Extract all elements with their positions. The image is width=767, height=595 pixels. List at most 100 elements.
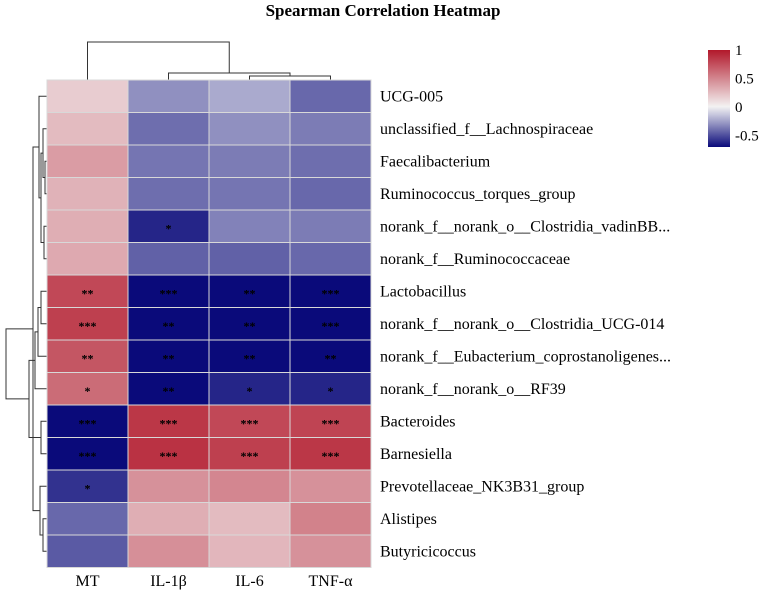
heatmap-cell [46, 177, 129, 211]
row-label: norank_f__norank_o__Clostridia_vadinBB..… [380, 218, 670, 235]
heatmap-cell [289, 372, 372, 406]
heatmap-cell [127, 112, 210, 146]
heatmap-cell [289, 307, 372, 341]
heatmap-cell [289, 469, 372, 503]
heatmap-cell [208, 372, 291, 406]
significance-mark: * [247, 384, 253, 398]
dendrogram-branch [87, 41, 230, 80]
significance-mark: *** [79, 319, 97, 333]
significance-mark: ** [82, 286, 94, 300]
row-label: Alistipes [380, 511, 437, 528]
significance-mark: ** [163, 319, 175, 333]
significance-mark: *** [160, 416, 178, 430]
heatmap-cell [289, 177, 372, 211]
significance-mark: ** [82, 351, 94, 365]
heatmap-cell [289, 339, 372, 373]
column-dendrogram [87, 41, 331, 80]
heatmap-cell [208, 502, 291, 536]
row-label: norank_f__norank_o__RF39 [380, 381, 566, 398]
row-label: Butyricicoccus [380, 543, 476, 560]
row-label: unclassified_f__Lachnospiraceae [380, 121, 593, 138]
row-label: Ruminococcus_torques_group [380, 186, 576, 203]
heatmap-cell [46, 307, 129, 341]
dendrogram-branch [40, 420, 47, 455]
heatmap-cell [127, 177, 210, 211]
heatmap-cell [208, 437, 291, 471]
significance-mark: * [85, 481, 91, 495]
heatmap-grid: *** *** ** ****** ** ** ***** ** ** *** ** * **** ***… [46, 79, 372, 568]
column-label: MT [76, 573, 100, 590]
row-label: Barnesiella [380, 446, 452, 463]
row-label: Faecalibacterium [380, 153, 491, 170]
heatmap-cell [208, 79, 291, 113]
heatmap-cell [127, 372, 210, 406]
heatmap-cell [208, 469, 291, 503]
chart-title: Spearman Correlation Heatmap [266, 1, 501, 20]
heatmap-cell [208, 242, 291, 276]
significance-mark: *** [241, 416, 259, 430]
dendrogram-branch [5, 328, 33, 400]
heatmap-cell [127, 339, 210, 373]
row-label: norank_f__norank_o__Clostridia_UCG-014 [380, 316, 664, 333]
dendrogram-branch [249, 75, 331, 80]
heatmap-cell [46, 144, 129, 178]
heatmap-cell [127, 404, 210, 438]
significance-mark: *** [322, 416, 340, 430]
column-label: IL-1β [150, 573, 187, 590]
color-legend: 1 0.5 0 -0.5 [708, 43, 759, 147]
row-label: Prevotellaceae_NK3B31_group [380, 478, 584, 495]
legend-tick-label: -0.5 [735, 129, 759, 145]
heatmap-cell [46, 79, 129, 113]
significance-mark: *** [322, 319, 340, 333]
heatmap-cell [289, 404, 372, 438]
significance-mark: ** [163, 384, 175, 398]
heatmap-cell [289, 437, 372, 471]
significance-mark: * [328, 384, 334, 398]
heatmap-cell [289, 209, 372, 243]
heatmap-cell [46, 437, 129, 471]
heatmap-cell [208, 144, 291, 178]
row-labels: UCG-005 unclassified_f__Lachnospiraceae Fa… [380, 88, 671, 560]
heatmap-cell [127, 242, 210, 276]
legend-colorbar [708, 50, 730, 147]
heatmap-cell [208, 534, 291, 568]
significance-mark: ** [325, 351, 337, 365]
heatmap-cell [46, 112, 129, 146]
significance-mark: * [85, 384, 91, 398]
column-labels: MT IL-1β IL-6 TNF-α [76, 573, 354, 590]
heatmap-cell [208, 209, 291, 243]
significance-mark: ** [244, 286, 256, 300]
row-label: norank_f__Eubacterium_coprostanoligenes.… [380, 348, 671, 365]
heatmap-cell [289, 144, 372, 178]
dendrogram-branch [37, 307, 47, 357]
significance-mark: *** [160, 286, 178, 300]
row-label: Lactobacillus [380, 283, 466, 300]
dendrogram-branch [42, 518, 47, 552]
heatmap-cell [127, 79, 210, 113]
dendrogram-branch [40, 290, 47, 325]
legend-tick-label: 0 [735, 100, 743, 116]
heatmap-cell [46, 242, 129, 276]
heatmap-cell [289, 112, 372, 146]
row-label: norank_f__Ruminococcaceae [380, 251, 570, 268]
heatmap-cell [46, 534, 129, 568]
significance-mark: ** [163, 351, 175, 365]
significance-mark: *** [79, 449, 97, 463]
column-label: IL-6 [235, 573, 263, 590]
heatmap-cell [127, 469, 210, 503]
significance-mark: *** [322, 286, 340, 300]
significance-mark: *** [79, 416, 97, 430]
row-label: UCG-005 [380, 88, 443, 105]
heatmap-cell [208, 112, 291, 146]
heatmap-cell [289, 502, 372, 536]
heatmap-cell [208, 177, 291, 211]
legend-tick-label: 1 [735, 43, 743, 59]
significance-mark: ** [244, 351, 256, 365]
heatmap-cell [46, 469, 129, 503]
heatmap-cell [208, 307, 291, 341]
heatmap-cell [289, 79, 372, 113]
row-label: Bacteroides [380, 413, 456, 430]
dendrogram-branch [32, 146, 40, 512]
heatmap-cell [127, 144, 210, 178]
heatmap-cell [127, 534, 210, 568]
